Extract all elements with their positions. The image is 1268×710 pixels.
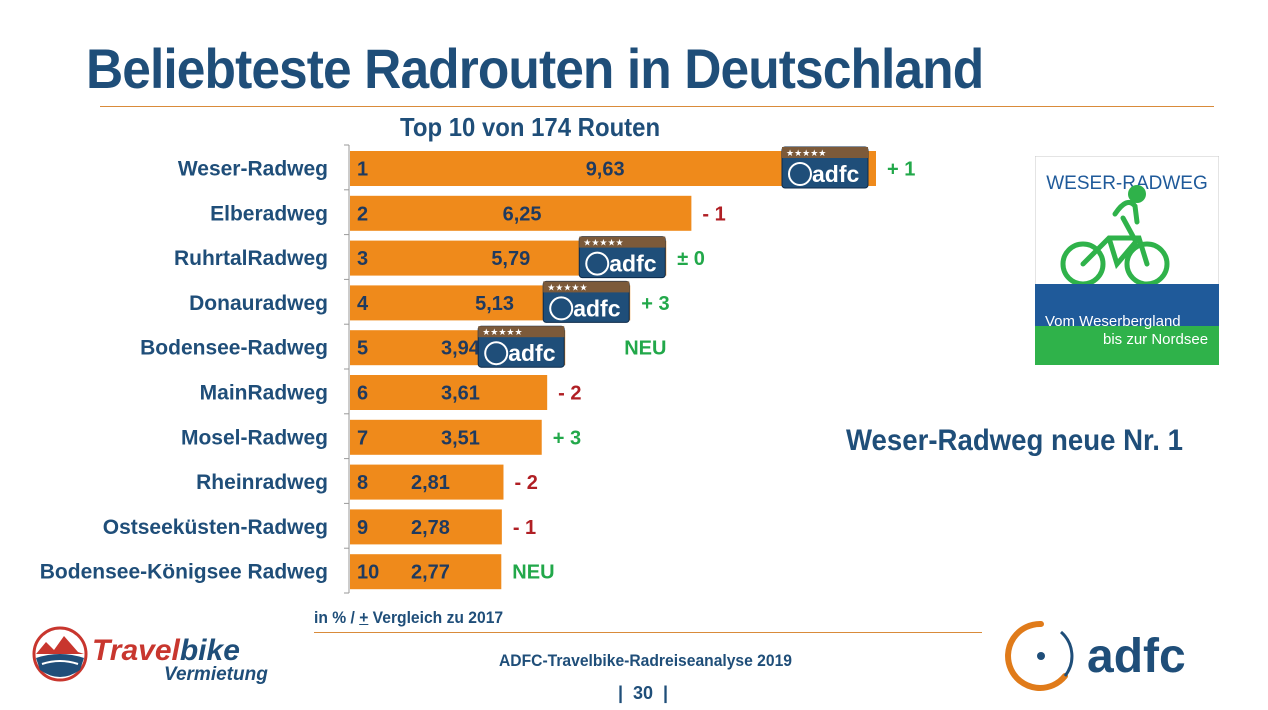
- travelbike-sub: Vermietung: [164, 664, 268, 685]
- change-label: + 3: [641, 293, 669, 315]
- adfc-badge-text: adfc: [609, 251, 657, 277]
- change-label: - 1: [702, 203, 725, 225]
- rank-label: 5: [357, 338, 368, 360]
- rating-stars-icon: ★★★★★: [547, 283, 587, 293]
- change-label: NEU: [624, 338, 666, 360]
- page-number: | 30 |: [618, 683, 669, 703]
- rating-stars-icon: ★★★★★: [786, 149, 826, 159]
- data-label: 5,79: [491, 248, 530, 270]
- rank-label: 3: [357, 248, 368, 270]
- rank-label: 6: [357, 383, 368, 405]
- category-label: Weser-Radweg: [178, 158, 328, 181]
- rank-label: 4: [357, 293, 369, 315]
- adfc-badge-topbar: [782, 147, 868, 158]
- category-label: Elberadweg: [210, 202, 328, 225]
- callout-text: Weser-Radweg neue Nr. 1: [846, 424, 1183, 457]
- adfc-badge-text: adfc: [573, 295, 621, 321]
- rank-label: 8: [357, 472, 368, 494]
- weser-logo-line2: bis zur Nordsee: [1103, 331, 1208, 348]
- adfc-badge-topbar: [478, 326, 565, 338]
- data-label: 2,78: [411, 517, 450, 539]
- data-label: 6,25: [503, 203, 542, 225]
- bar: [350, 419, 542, 455]
- adfc-logo: adfc: [1005, 620, 1186, 691]
- bar: [350, 195, 692, 231]
- title-divider: [100, 106, 1214, 107]
- adfc-ring-icon: [585, 251, 610, 276]
- category-label: Rheinradweg: [196, 471, 328, 494]
- data-label: 3,61: [441, 383, 480, 405]
- category-label: Bodensee-Königsee Radweg: [40, 561, 328, 584]
- weser-logo-title: WESER-RADWEG: [1046, 173, 1208, 194]
- data-label: 9,63: [586, 159, 625, 181]
- source-note: ADFC-Travelbike-Radreiseanalyse 2019: [499, 651, 792, 670]
- change-label: - 2: [514, 472, 537, 494]
- change-label: + 3: [553, 427, 581, 449]
- travelbike-wordmark: Travelbike: [92, 634, 240, 667]
- rating-stars-icon: ★★★★★: [583, 239, 623, 249]
- weser-radweg-logo: WESER-RADWEG Vom Weserbergland bis zur N…: [1035, 156, 1219, 365]
- rank-label: 10: [357, 562, 379, 584]
- chart-footnote: in % / + Vergleich zu 2017: [314, 608, 503, 628]
- footnote-prefix: in % /: [314, 608, 360, 627]
- bar: [350, 375, 548, 410]
- change-label: ± 0: [677, 248, 705, 270]
- adfc-ring-icon: [788, 162, 812, 186]
- adfc-ring-icon: [549, 296, 574, 321]
- chart-subtitle: Top 10 von 174 Routen: [400, 112, 661, 142]
- category-label: Ostseeküsten-Radweg: [103, 516, 328, 539]
- travelbike-logo: Travelbike Vermietung: [32, 626, 268, 685]
- mountain-globe-icon: [32, 626, 88, 682]
- footnote-plusminus: +: [359, 608, 369, 627]
- category-label: Mosel-Radweg: [181, 426, 328, 449]
- category-label: Bodensee-Radweg: [140, 337, 328, 360]
- page-title: Beliebteste Radrouten in Deutschland: [86, 37, 984, 100]
- change-label: - 2: [558, 383, 581, 405]
- bar: [350, 464, 504, 500]
- rating-stars-icon: ★★★★★: [482, 328, 522, 338]
- category-label: Donauradweg: [189, 292, 328, 315]
- rank-label: 2: [357, 203, 368, 225]
- category-label: MainRadweg: [200, 382, 328, 405]
- data-label: 3,94: [441, 338, 481, 360]
- travelbike-word-a: Travel: [92, 634, 181, 667]
- rank-label: 1: [357, 159, 368, 181]
- change-label: - 1: [513, 517, 536, 539]
- adfc-ring-icon: [1005, 620, 1074, 691]
- bar: [350, 554, 502, 590]
- bar: [350, 509, 502, 545]
- data-label: 2,77: [411, 562, 450, 584]
- adfc-badge-text: adfc: [812, 161, 860, 187]
- adfc-badge-topbar: [579, 236, 666, 248]
- data-label: 2,81: [411, 472, 450, 494]
- adfc-wordmark: adfc: [1087, 630, 1186, 683]
- data-label: 3,51: [441, 427, 480, 449]
- adfc-ring-icon: [484, 341, 509, 366]
- change-label: NEU: [512, 562, 554, 584]
- footnote-suffix: Vergleich zu 2017: [368, 608, 504, 627]
- adfc-badge-text: adfc: [508, 340, 556, 366]
- travelbike-word-b: bike: [180, 634, 240, 667]
- rank-label: 9: [357, 517, 368, 539]
- footer-divider: [314, 632, 982, 633]
- weser-logo-line1: Vom Weserbergland: [1045, 313, 1181, 330]
- change-label: + 1: [887, 159, 915, 181]
- adfc-badge-topbar: [543, 281, 630, 293]
- rank-label: 7: [357, 427, 368, 449]
- category-label: RuhrtalRadweg: [174, 247, 328, 270]
- data-label: 5,13: [475, 293, 514, 315]
